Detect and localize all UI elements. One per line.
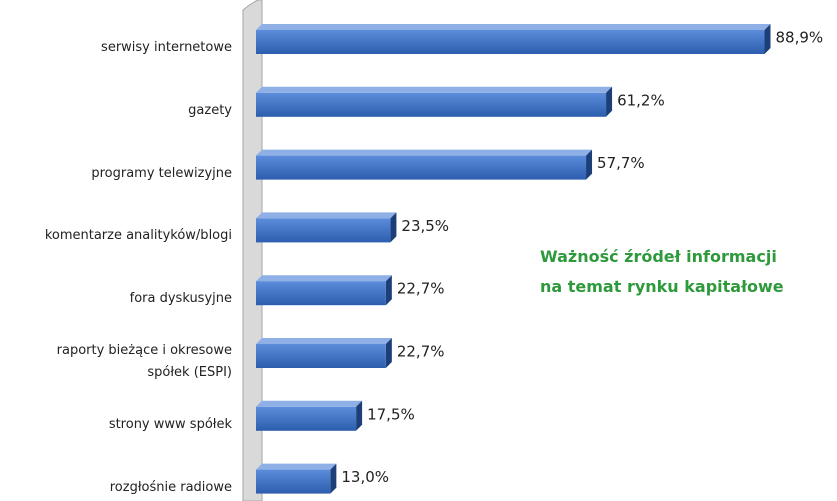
value-label: 57,7% <box>597 154 645 172</box>
bar <box>256 86 613 117</box>
bar-front <box>256 30 765 54</box>
bar-top <box>256 24 771 30</box>
bar <box>256 463 337 494</box>
bar-front <box>256 469 331 494</box>
bar-top <box>256 212 397 219</box>
category-label: serwisy internetowe <box>101 40 232 55</box>
bar <box>256 275 392 306</box>
value-label: 13,0% <box>341 468 389 486</box>
bar-top <box>256 400 363 407</box>
value-label: 88,9% <box>776 29 824 47</box>
bar <box>256 212 397 243</box>
bar-end <box>330 463 337 494</box>
category-label: gazety <box>188 102 232 118</box>
axis-wall <box>242 0 263 501</box>
bar-front <box>256 218 391 243</box>
value-label: 17,5% <box>367 405 415 423</box>
chart-title: na temat rynku kapitałowe <box>540 277 784 296</box>
bar-front <box>256 406 357 431</box>
bar <box>256 338 392 368</box>
bar-top <box>256 86 613 93</box>
bar-end <box>606 86 613 117</box>
bar-front <box>256 155 587 180</box>
value-label: 22,7% <box>397 343 445 361</box>
bar-end <box>385 338 392 368</box>
category-label: programy telewizyjne <box>91 165 232 181</box>
bar-end <box>390 212 397 243</box>
bar-front <box>256 281 386 306</box>
bar-front <box>256 344 386 368</box>
bar <box>256 400 363 431</box>
bar-front <box>256 92 607 117</box>
bar <box>256 24 771 54</box>
value-label: 22,7% <box>397 280 445 298</box>
category-label: strony www spółek <box>108 416 232 432</box>
chart-title: Ważność źródeł informacji <box>540 247 777 266</box>
bar <box>256 149 593 180</box>
category-label: fora dyskusyjne <box>129 291 232 307</box>
value-label: 23,5% <box>401 217 449 235</box>
category-label: komentarze analityków/blogi <box>44 228 232 244</box>
bar-top <box>256 463 337 470</box>
bar-end <box>356 400 363 431</box>
bar-top <box>256 275 392 282</box>
bar-end <box>385 275 392 306</box>
bar-top <box>256 338 392 344</box>
bar-end <box>586 149 593 180</box>
bar-top <box>256 149 593 156</box>
category-label: rozgłośnie radiowe <box>109 479 232 495</box>
bar-end <box>764 24 771 54</box>
value-label: 61,2% <box>617 91 665 109</box>
category-label: raporty bieżące i okresowe spółek (ESPI) <box>56 343 232 380</box>
